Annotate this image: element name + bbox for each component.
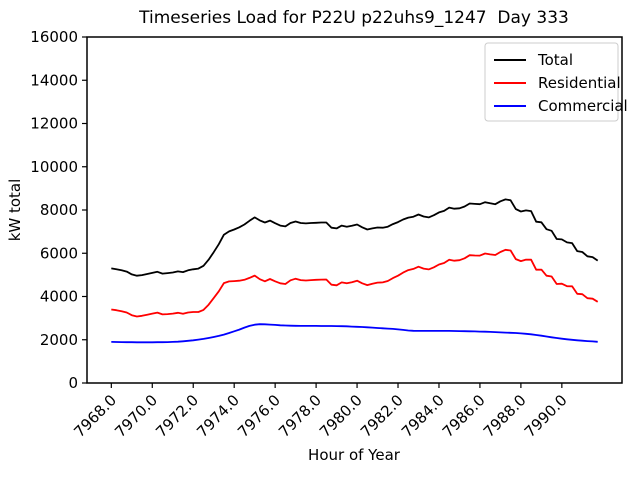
x-tick-label: 7990.0 (521, 391, 571, 441)
chart-title: Timeseries Load for P22U p22uhs9_1247 Da… (138, 8, 569, 28)
legend-box (484, 42, 619, 122)
legend-label-residential: Residential (538, 74, 621, 92)
x-tick-label: 7976.0 (234, 391, 284, 441)
x-tick-label: 7968.0 (70, 391, 120, 441)
legend-label-total: Total (537, 51, 573, 69)
x-axis-label: Hour of Year (308, 446, 401, 464)
x-tick-label: 7970.0 (111, 391, 161, 441)
y-axis-ticks: 0 2000 4000 6000 8000 10000 12000 14000 16000 (30, 28, 87, 392)
series-line-commercial (111, 323, 598, 344)
series-line-total (111, 198, 599, 277)
legend: Total Residential Commercial (484, 42, 628, 122)
x-tick-label: 7978.0 (275, 391, 325, 441)
y-tick-label: 10000 (30, 158, 78, 176)
legend-label-commercial: Commercial (538, 97, 628, 115)
x-tick-label: 7984.0 (398, 391, 448, 441)
x-tick-label: 7988.0 (480, 391, 530, 441)
y-tick-label: 4000 (40, 288, 78, 306)
x-tick-label: 7972.0 (152, 391, 202, 441)
y-tick-label: 0 (68, 374, 78, 392)
x-tick-label: 7982.0 (357, 391, 407, 441)
y-tick-label: 16000 (30, 28, 78, 46)
y-tick-label: 12000 (30, 115, 78, 133)
x-tick-label: 7986.0 (439, 391, 489, 441)
x-tick-label: 7980.0 (316, 391, 366, 441)
y-tick-label: 2000 (40, 331, 78, 349)
y-tick-label: 14000 (30, 71, 78, 89)
y-tick-label: 6000 (40, 244, 78, 262)
y-axis-label: kW total (6, 179, 24, 242)
x-tick-label: 7974.0 (193, 391, 243, 441)
series-lines (111, 198, 599, 344)
series-line-residential (111, 248, 599, 318)
y-tick-label: 8000 (40, 201, 78, 219)
x-axis-ticks: 7968.07970.07972.07974.07976.07978.07980… (70, 383, 571, 441)
